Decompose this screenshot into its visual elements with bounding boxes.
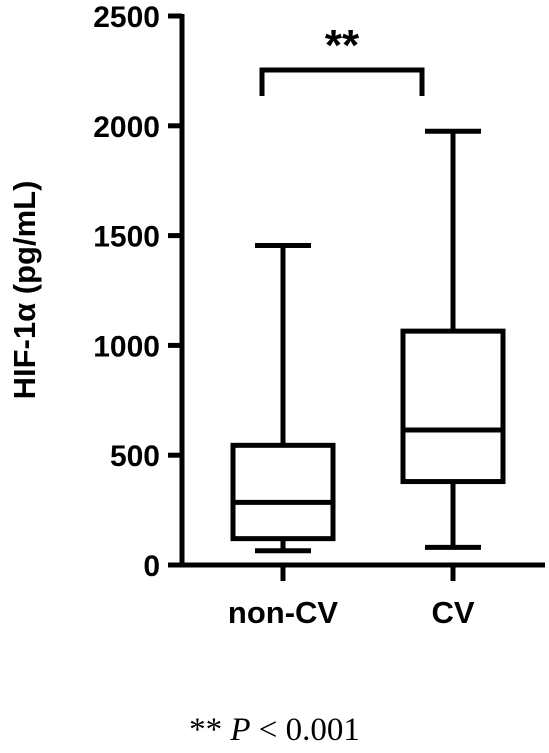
- box-cv: [400, 128, 506, 550]
- box-series: [230, 128, 506, 554]
- box-iqr: [230, 442, 336, 542]
- y-axis-label: HIF-1α (pg/mL): [7, 181, 42, 400]
- significance-bracket: **: [259, 21, 425, 96]
- x-tick-label: non-CV: [228, 595, 339, 630]
- x-axis: non-CV CV: [180, 562, 545, 630]
- y-tick-label: 1000: [93, 330, 160, 363]
- box-iqr: [400, 328, 506, 485]
- footnote: ** P < 0.001: [0, 712, 549, 749]
- y-tick-label: 2000: [93, 111, 160, 144]
- y-tick-label: 500: [110, 440, 160, 473]
- y-tick-label: 2500: [93, 1, 160, 34]
- y-tick-label: 0: [143, 550, 160, 583]
- footnote-p-value: < 0.001: [258, 712, 360, 748]
- significance-stars: **: [325, 21, 360, 70]
- y-tick-label: 1500: [93, 221, 160, 254]
- y-axis: 0 500 1000 1500 2000 2500: [93, 1, 185, 583]
- bracket-line: [259, 67, 425, 96]
- footnote-stars: **: [189, 712, 223, 748]
- box-plot-chart: 0 500 1000 1500 2000 2500 non-CV CV ** HIF-1α …: [7, 1, 545, 630]
- x-tick-label: CV: [431, 595, 474, 630]
- box-non-cv: [230, 242, 336, 554]
- footnote-p-symbol: P: [230, 712, 251, 748]
